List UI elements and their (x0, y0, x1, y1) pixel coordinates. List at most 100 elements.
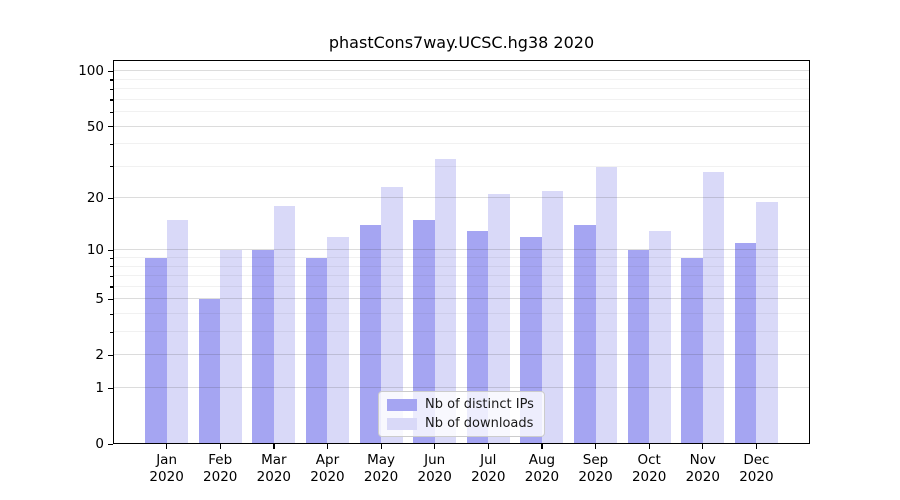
x-tick-label-may: May 2020 (363, 452, 399, 485)
gridline-minor-7 (113, 275, 810, 277)
legend-label-distinct-ips: Nb of distinct IPs (425, 397, 534, 412)
gridline-minor-9 (113, 257, 810, 259)
y-tick-label-10: 10 (86, 242, 104, 259)
gridline-major-2 (113, 354, 810, 356)
x-tick-jun (434, 444, 436, 449)
gridline-minor-70 (113, 98, 810, 100)
x-tick-label-apr: Apr 2020 (310, 452, 345, 485)
x-tick-apr (326, 444, 329, 449)
gridline-minor-30 (113, 165, 810, 167)
gridline-major-50 (113, 125, 810, 127)
y-tick-label-0: 0 (95, 436, 104, 452)
x-tick-label-aug: Aug 2020 (524, 452, 560, 485)
y-tick-1 (108, 387, 113, 389)
bar-downloads-may (381, 187, 403, 444)
y-minor-tick-7 (110, 275, 113, 277)
legend: Nb of distinct IPs Nb of downloads (378, 391, 545, 437)
bar-distinct-ips-jul (466, 230, 489, 444)
x-tick-label-sep: Sep 2020 (578, 452, 613, 485)
y-minor-tick-70 (110, 99, 113, 101)
bar-distinct-ips-sep (574, 225, 596, 444)
bar-distinct-ips-mar (252, 250, 274, 444)
plot-area: Nb of distinct IPs Nb of downloads (113, 60, 810, 444)
gridline-minor-4 (113, 313, 810, 315)
y-tick-10 (108, 249, 113, 252)
y-minor-tick-60 (110, 111, 113, 113)
x-tick-dec (755, 444, 758, 449)
bar-downloads-sep (595, 166, 617, 444)
x-tick-label-jul: Jul 2020 (471, 452, 506, 485)
x-tick-jan (166, 444, 168, 449)
bar-downloads-nov (702, 172, 725, 444)
x-tick-jul (487, 444, 489, 449)
x-tick-label-oct: Oct 2020 (631, 452, 667, 485)
x-tick-sep (595, 444, 597, 449)
y-minor-tick-90 (110, 79, 113, 81)
gridline-major-1 (113, 387, 810, 389)
y-minor-tick-4 (110, 313, 113, 315)
gridline-minor-40 (113, 143, 810, 145)
bar-downloads-oct (649, 230, 671, 444)
bar-downloads-mar (273, 206, 296, 444)
gridline-major-5 (113, 298, 810, 300)
y-tick-2 (108, 354, 113, 356)
y-tick-label-50: 50 (86, 118, 104, 135)
legend-label-downloads: Nb of downloads (425, 416, 534, 431)
y-minor-tick-3 (110, 331, 113, 333)
y-tick-label-5: 5 (95, 291, 104, 308)
bar-downloads-jun (434, 159, 457, 444)
x-tick-mar (273, 444, 275, 449)
legend-item-downloads: Nb of downloads (387, 416, 534, 431)
y-minor-tick-9 (110, 257, 113, 259)
bar-distinct-ips-dec (734, 243, 757, 444)
bar-downloads-jan (166, 220, 189, 444)
gridline-major-10 (113, 249, 810, 251)
y-tick-5 (108, 298, 113, 301)
x-tick-aug (541, 444, 543, 449)
bar-downloads-jul (488, 194, 510, 444)
chart-title: phastCons7way.UCSC.hg38 2020 (328, 33, 595, 52)
y-tick-50 (108, 126, 113, 128)
legend-item-distinct-ips: Nb of distinct IPs (387, 397, 534, 412)
bar-distinct-ips-feb (198, 299, 221, 444)
gridline-major-100 (113, 70, 810, 72)
legend-swatch-distinct-ips-icon (387, 398, 417, 411)
gridline-minor-90 (113, 78, 810, 80)
x-tick-label-jun: Jun 2020 (417, 452, 452, 485)
y-tick-label-1: 1 (95, 380, 104, 397)
bar-downloads-dec (756, 202, 778, 444)
gridline-major-20 (113, 197, 810, 199)
bar-distinct-ips-apr (306, 258, 328, 444)
y-tick-label-100: 100 (78, 63, 104, 80)
y-tick-0 (108, 443, 113, 445)
x-tick-nov (702, 444, 704, 449)
gridline-minor-8 (113, 265, 810, 267)
y-tick-20 (108, 197, 113, 199)
bar-downloads-apr (327, 236, 349, 444)
gridline-minor-80 (113, 88, 810, 90)
bar-distinct-ips-may (359, 225, 382, 444)
bar-downloads-feb (220, 250, 242, 444)
x-tick-label-dec: Dec 2020 (739, 452, 774, 485)
x-tick-label-feb: Feb 2020 (203, 452, 238, 485)
x-tick-label-jan: Jan 2020 (149, 452, 184, 485)
x-tick-label-mar: Mar 2020 (256, 452, 292, 485)
gridline-minor-60 (113, 111, 810, 113)
bar-distinct-ips-nov (681, 258, 703, 444)
x-tick-label-nov: Nov 2020 (685, 452, 720, 485)
y-minor-tick-6 (110, 286, 113, 288)
x-tick-may (380, 444, 382, 449)
y-minor-tick-30 (110, 166, 113, 168)
y-minor-tick-40 (110, 143, 113, 145)
x-tick-oct (648, 444, 650, 449)
y-tick-label-20: 20 (86, 190, 104, 207)
gridline-minor-6 (113, 285, 810, 287)
bar-distinct-ips-jan (145, 258, 167, 444)
y-minor-tick-80 (110, 88, 113, 90)
bar-distinct-ips-jun (413, 220, 435, 444)
bar-distinct-ips-oct (627, 250, 650, 444)
x-tick-feb (219, 444, 221, 449)
y-tick-100 (108, 70, 113, 73)
legend-swatch-downloads-icon (387, 417, 417, 430)
